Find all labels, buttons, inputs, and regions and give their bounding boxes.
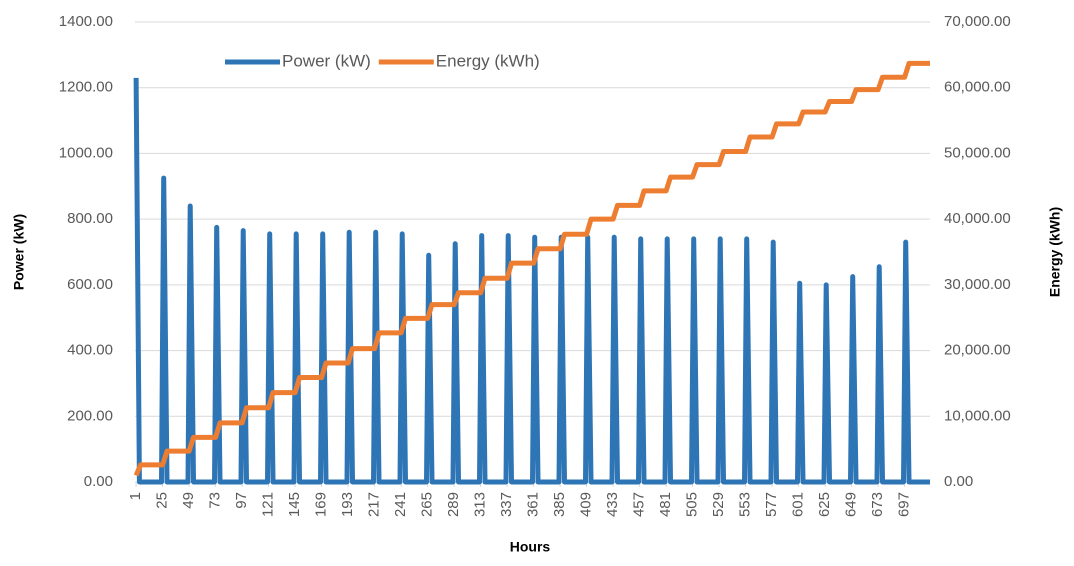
x-tick-label: 697 bbox=[896, 492, 913, 517]
y-tick-label: 600.00 bbox=[67, 276, 113, 293]
y-tick-label: 1000.00 bbox=[59, 144, 113, 161]
x-tick-label: 265 bbox=[419, 492, 436, 517]
x-tick-label: 673 bbox=[869, 492, 886, 517]
x-tick-label: 481 bbox=[657, 492, 674, 517]
x-tick-label: 505 bbox=[684, 492, 701, 517]
x-axis-title: Hours bbox=[510, 539, 551, 555]
y2-tick-label: 50,000.00 bbox=[944, 144, 1011, 161]
y2-tick-label: 60,000.00 bbox=[944, 79, 1011, 96]
x-tick-label: 577 bbox=[763, 492, 780, 517]
x-tick-label: 433 bbox=[604, 492, 621, 517]
x-tick-label: 529 bbox=[710, 492, 727, 517]
y-tick-label: 1400.00 bbox=[59, 13, 113, 30]
x-tick-label: 169 bbox=[313, 492, 330, 517]
x-tick-label: 217 bbox=[366, 492, 383, 517]
x-tick-label: 1 bbox=[127, 492, 144, 500]
y2-tick-label: 0.00 bbox=[944, 473, 973, 490]
x-tick-label: 457 bbox=[631, 492, 648, 517]
x-tick-label: 121 bbox=[260, 492, 277, 517]
legend-label: Power (kW) bbox=[282, 51, 371, 70]
x-tick-label: 313 bbox=[472, 492, 489, 517]
y-tick-label: 0.00 bbox=[84, 473, 113, 490]
y2-tick-label: 70,000.00 bbox=[944, 13, 1011, 30]
y2-axis-title: Energy (kWh) bbox=[1047, 207, 1063, 297]
y2-tick-label: 10,000.00 bbox=[944, 407, 1011, 424]
y2-tick-label: 20,000.00 bbox=[944, 342, 1011, 359]
y-tick-label: 800.00 bbox=[67, 210, 113, 227]
y-tick-label: 400.00 bbox=[67, 342, 113, 359]
series-line bbox=[133, 60, 930, 477]
x-tick-label: 241 bbox=[392, 492, 409, 517]
x-tick-label: 649 bbox=[843, 492, 860, 517]
y-tick-label: 200.00 bbox=[67, 407, 113, 424]
x-tick-label: 625 bbox=[816, 492, 833, 517]
x-tick-label: 409 bbox=[578, 492, 595, 517]
x-tick-label: 25 bbox=[154, 492, 171, 509]
legend-label: Energy (kWh) bbox=[436, 51, 540, 70]
y2-tick-label: 30,000.00 bbox=[944, 276, 1011, 293]
x-tick-label: 601 bbox=[790, 492, 807, 517]
x-tick-label: 361 bbox=[525, 492, 542, 517]
x-tick-label: 337 bbox=[498, 492, 515, 517]
x-tick-label: 289 bbox=[445, 492, 462, 517]
x-tick-label: 97 bbox=[233, 492, 250, 509]
y-tick-label: 1200.00 bbox=[59, 79, 113, 96]
y-axis-title: Power (kW) bbox=[11, 214, 27, 290]
x-tick-label: 73 bbox=[207, 492, 224, 509]
x-tick-label: 49 bbox=[180, 492, 197, 509]
x-tick-label: 193 bbox=[339, 492, 356, 517]
series-line bbox=[133, 77, 930, 485]
y2-tick-label: 40,000.00 bbox=[944, 210, 1011, 227]
x-tick-label: 385 bbox=[551, 492, 568, 517]
x-tick-label: 553 bbox=[737, 492, 754, 517]
x-tick-label: 145 bbox=[286, 492, 303, 517]
